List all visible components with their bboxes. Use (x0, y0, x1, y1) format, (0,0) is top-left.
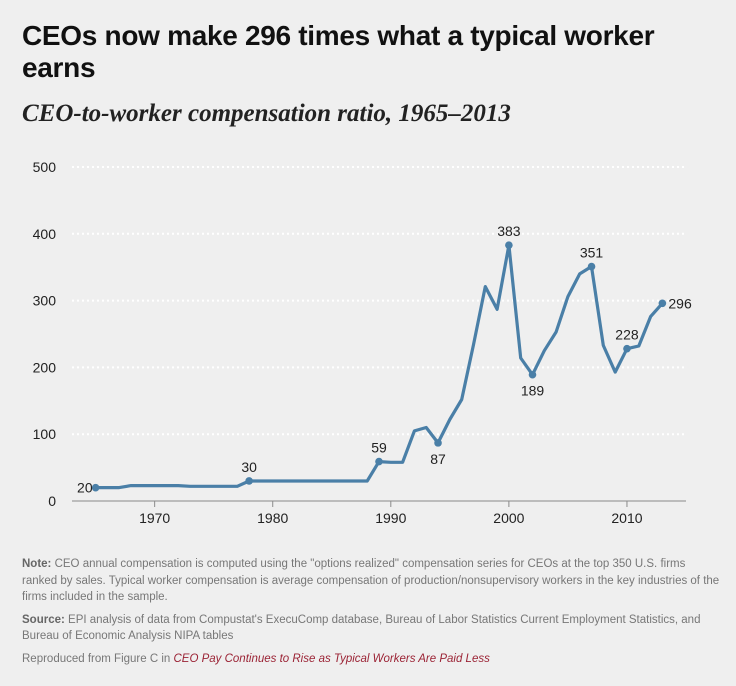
data-point-1978 (245, 477, 253, 485)
y-tick-label: 200 (33, 359, 57, 375)
data-label-2010: 228 (615, 327, 639, 343)
y-tick-label: 300 (33, 293, 57, 309)
x-tick-label: 1970 (139, 510, 170, 526)
data-labels: 20 30 59 87 383 189 351 228 296 (77, 223, 692, 495)
data-point-1989 (375, 457, 383, 466)
data-label-2000: 383 (497, 223, 521, 239)
reproduced-text: Reproduced from Figure C in (22, 652, 174, 665)
reproduced-paragraph: Reproduced from Figure C in CEO Pay Cont… (22, 651, 722, 668)
data-point-2013 (658, 299, 667, 308)
data-label-2007: 351 (580, 245, 604, 261)
chart-title: CEOs now make 296 times what a typical w… (22, 20, 655, 83)
source-paragraph: Source: EPI analysis of data from Compus… (22, 612, 722, 645)
note-label: Note: (22, 558, 52, 570)
data-point-2010 (623, 344, 631, 353)
y-tick-label: 400 (33, 226, 57, 242)
x-tick-label: 2000 (493, 510, 524, 526)
data-label-1994: 87 (430, 451, 446, 467)
data-label-1965: 20 (77, 480, 93, 496)
data-label-1978: 30 (241, 459, 257, 475)
y-tick-label: 500 (33, 159, 57, 175)
note-text: CEO annual compensation is computed usin… (22, 558, 720, 603)
line-chart: 0 100 200 300 400 500 1970 1980 1990 2000 2010 20 3… (33, 159, 692, 526)
data-point-1994 (434, 439, 442, 447)
data-label-1989: 59 (371, 440, 387, 456)
x-tick-label: 1980 (257, 510, 288, 526)
y-tick-label: 0 (48, 493, 56, 509)
axes: 0 100 200 300 400 500 1970 1980 1990 2000 2010 (33, 159, 686, 526)
notes-block: Note: CEO annual compensation is compute… (22, 556, 722, 673)
data-point-2007 (587, 262, 596, 271)
x-tick-label: 1990 (375, 510, 406, 526)
data-point-2000 (505, 241, 513, 249)
data-points (91, 241, 667, 492)
x-tick-label: 2010 (611, 510, 642, 526)
data-label-2002: 189 (521, 383, 545, 399)
data-point-1965 (91, 483, 100, 492)
data-point-2002 (528, 370, 537, 379)
source-text: EPI analysis of data from Compustat's Ex… (22, 613, 701, 643)
report-link[interactable]: CEO Pay Continues to Rise as Typical Wor… (173, 652, 490, 665)
source-label: Source: (22, 613, 65, 626)
y-tick-label: 100 (33, 426, 57, 442)
gridlines (72, 166, 686, 436)
chart-subtitle: CEO-to-worker compensation ratio, 1965–2… (22, 100, 511, 127)
data-label-2013: 296 (668, 295, 692, 311)
note-paragraph: Note: CEO annual compensation is compute… (22, 556, 722, 606)
